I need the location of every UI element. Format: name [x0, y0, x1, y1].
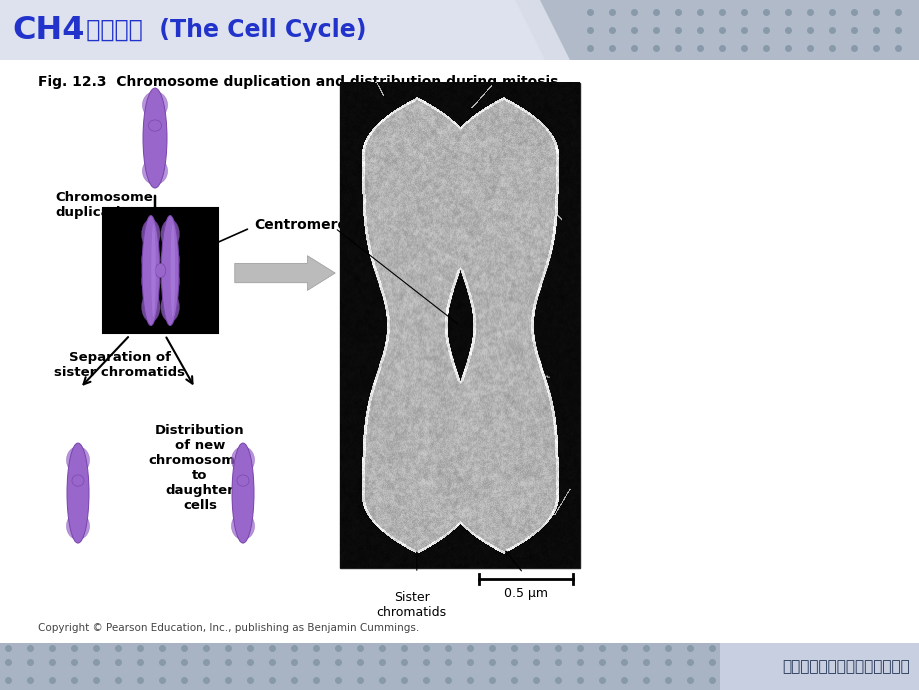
Ellipse shape	[67, 443, 89, 543]
Text: Separation of
sister chromatids: Separation of sister chromatids	[54, 351, 186, 379]
Ellipse shape	[148, 120, 162, 131]
Ellipse shape	[161, 267, 179, 297]
Text: Copyright © Pearson Education, Inc., publishing as Benjamin Cummings.: Copyright © Pearson Education, Inc., pub…	[38, 623, 419, 633]
Ellipse shape	[66, 513, 89, 540]
Ellipse shape	[67, 490, 88, 517]
Text: Sister
chromatids: Sister chromatids	[376, 591, 447, 619]
Ellipse shape	[161, 292, 179, 322]
Ellipse shape	[151, 224, 155, 317]
Ellipse shape	[233, 490, 253, 517]
Polygon shape	[0, 0, 570, 60]
Ellipse shape	[67, 470, 88, 497]
Ellipse shape	[232, 446, 255, 473]
Text: Fig. 12.3  Chromosome duplication and distribution during mitosis: Fig. 12.3 Chromosome duplication and dis…	[38, 75, 558, 89]
Ellipse shape	[161, 219, 179, 249]
Polygon shape	[0, 0, 544, 60]
Ellipse shape	[233, 470, 253, 497]
Text: 細胞週期  (The Cell Cycle): 細胞週期 (The Cell Cycle)	[78, 18, 366, 42]
Text: Centromere: Centromere	[254, 218, 346, 232]
Ellipse shape	[142, 215, 160, 326]
Text: CH4: CH4	[12, 14, 85, 46]
Text: Chromosome
duplication: Chromosome duplication	[55, 191, 153, 219]
Ellipse shape	[161, 245, 179, 275]
Ellipse shape	[143, 135, 166, 161]
Bar	[340, 83, 579, 568]
Ellipse shape	[142, 157, 167, 184]
Ellipse shape	[142, 245, 160, 275]
Ellipse shape	[161, 215, 179, 326]
Ellipse shape	[155, 264, 165, 277]
FancyArrowPatch shape	[234, 256, 335, 290]
Text: 台大計資中心教育科技小組製作: 台大計資中心教育科技小組製作	[781, 660, 909, 675]
Ellipse shape	[232, 513, 255, 540]
Ellipse shape	[142, 267, 160, 297]
Ellipse shape	[237, 475, 249, 486]
Bar	[720, 643, 919, 690]
Text: 0.5 μm: 0.5 μm	[504, 587, 548, 600]
Ellipse shape	[142, 219, 160, 249]
Ellipse shape	[232, 443, 254, 543]
Ellipse shape	[170, 224, 175, 317]
Ellipse shape	[142, 92, 167, 119]
Bar	[103, 208, 218, 333]
Ellipse shape	[66, 446, 89, 473]
Ellipse shape	[142, 292, 160, 322]
Ellipse shape	[143, 115, 166, 141]
Ellipse shape	[142, 88, 167, 188]
Text: Distribution
of new
chromosomes
to
daughter
cells: Distribution of new chromosomes to daugh…	[148, 424, 252, 512]
Ellipse shape	[72, 475, 84, 486]
